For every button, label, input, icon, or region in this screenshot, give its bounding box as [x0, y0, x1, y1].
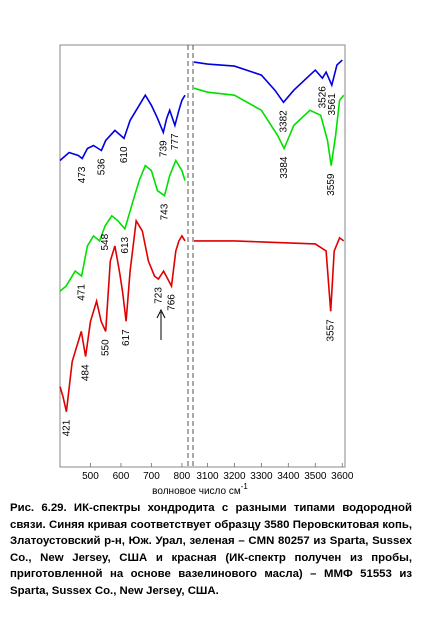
x-axis-label-main: волновое число см: [152, 486, 241, 497]
spectrum-line: [59, 93, 186, 162]
x-tick-label: 3200: [223, 471, 246, 482]
spectrum-line: [193, 87, 345, 166]
x-tick-label: 600: [113, 471, 130, 482]
peak-label: 743: [160, 203, 171, 220]
x-tick-label: 3400: [277, 471, 300, 482]
peak-label: 484: [81, 364, 92, 381]
peak-label: 766: [167, 294, 178, 311]
peak-label: 723: [153, 287, 164, 304]
peak-label: 3561: [327, 93, 338, 116]
peak-label: 617: [121, 329, 132, 346]
peak-label: 739: [158, 140, 169, 157]
peak-label: 473: [77, 166, 88, 183]
x-tick-label: 3600: [331, 471, 354, 482]
peak-label: 3526: [317, 86, 328, 109]
peak-label: 3559: [326, 173, 337, 196]
peak-label: 3384: [279, 156, 290, 179]
peak-label: 548: [100, 233, 111, 250]
arrow: [156, 308, 166, 340]
peak-label: 471: [77, 284, 88, 301]
peak-label: 421: [61, 419, 72, 436]
chart: волновое число см-1 500 600 700 800 473 536 61…: [59, 44, 354, 497]
caption: Рис. 6.29. ИК-спектры хондродита с разны…: [10, 502, 412, 597]
x-axis-label-sup: -1: [241, 482, 249, 491]
x-axis-label: волновое число см-1: [152, 482, 248, 497]
peak-label: 613: [120, 236, 131, 253]
spectrum-line: [194, 236, 345, 312]
peak-label: 536: [96, 158, 107, 175]
plot-frame: [59, 44, 346, 468]
x-tick-label: 500: [82, 471, 99, 482]
peak-label: 610: [119, 146, 130, 163]
x-tick-label: 700: [143, 471, 160, 482]
peak-label: 777: [170, 133, 181, 150]
spectrum-line: [59, 218, 186, 412]
x-tick-label: 3100: [196, 471, 219, 482]
peak-label: 550: [101, 339, 112, 356]
spectrum-line: [59, 158, 186, 292]
spectrum-line: [193, 59, 343, 104]
x-tick-label: 3500: [304, 471, 327, 482]
x-tick-label: 800: [174, 471, 191, 482]
peak-label: 3557: [326, 319, 337, 342]
x-tick-label: 3300: [250, 471, 273, 482]
peak-label: 3382: [279, 110, 290, 133]
